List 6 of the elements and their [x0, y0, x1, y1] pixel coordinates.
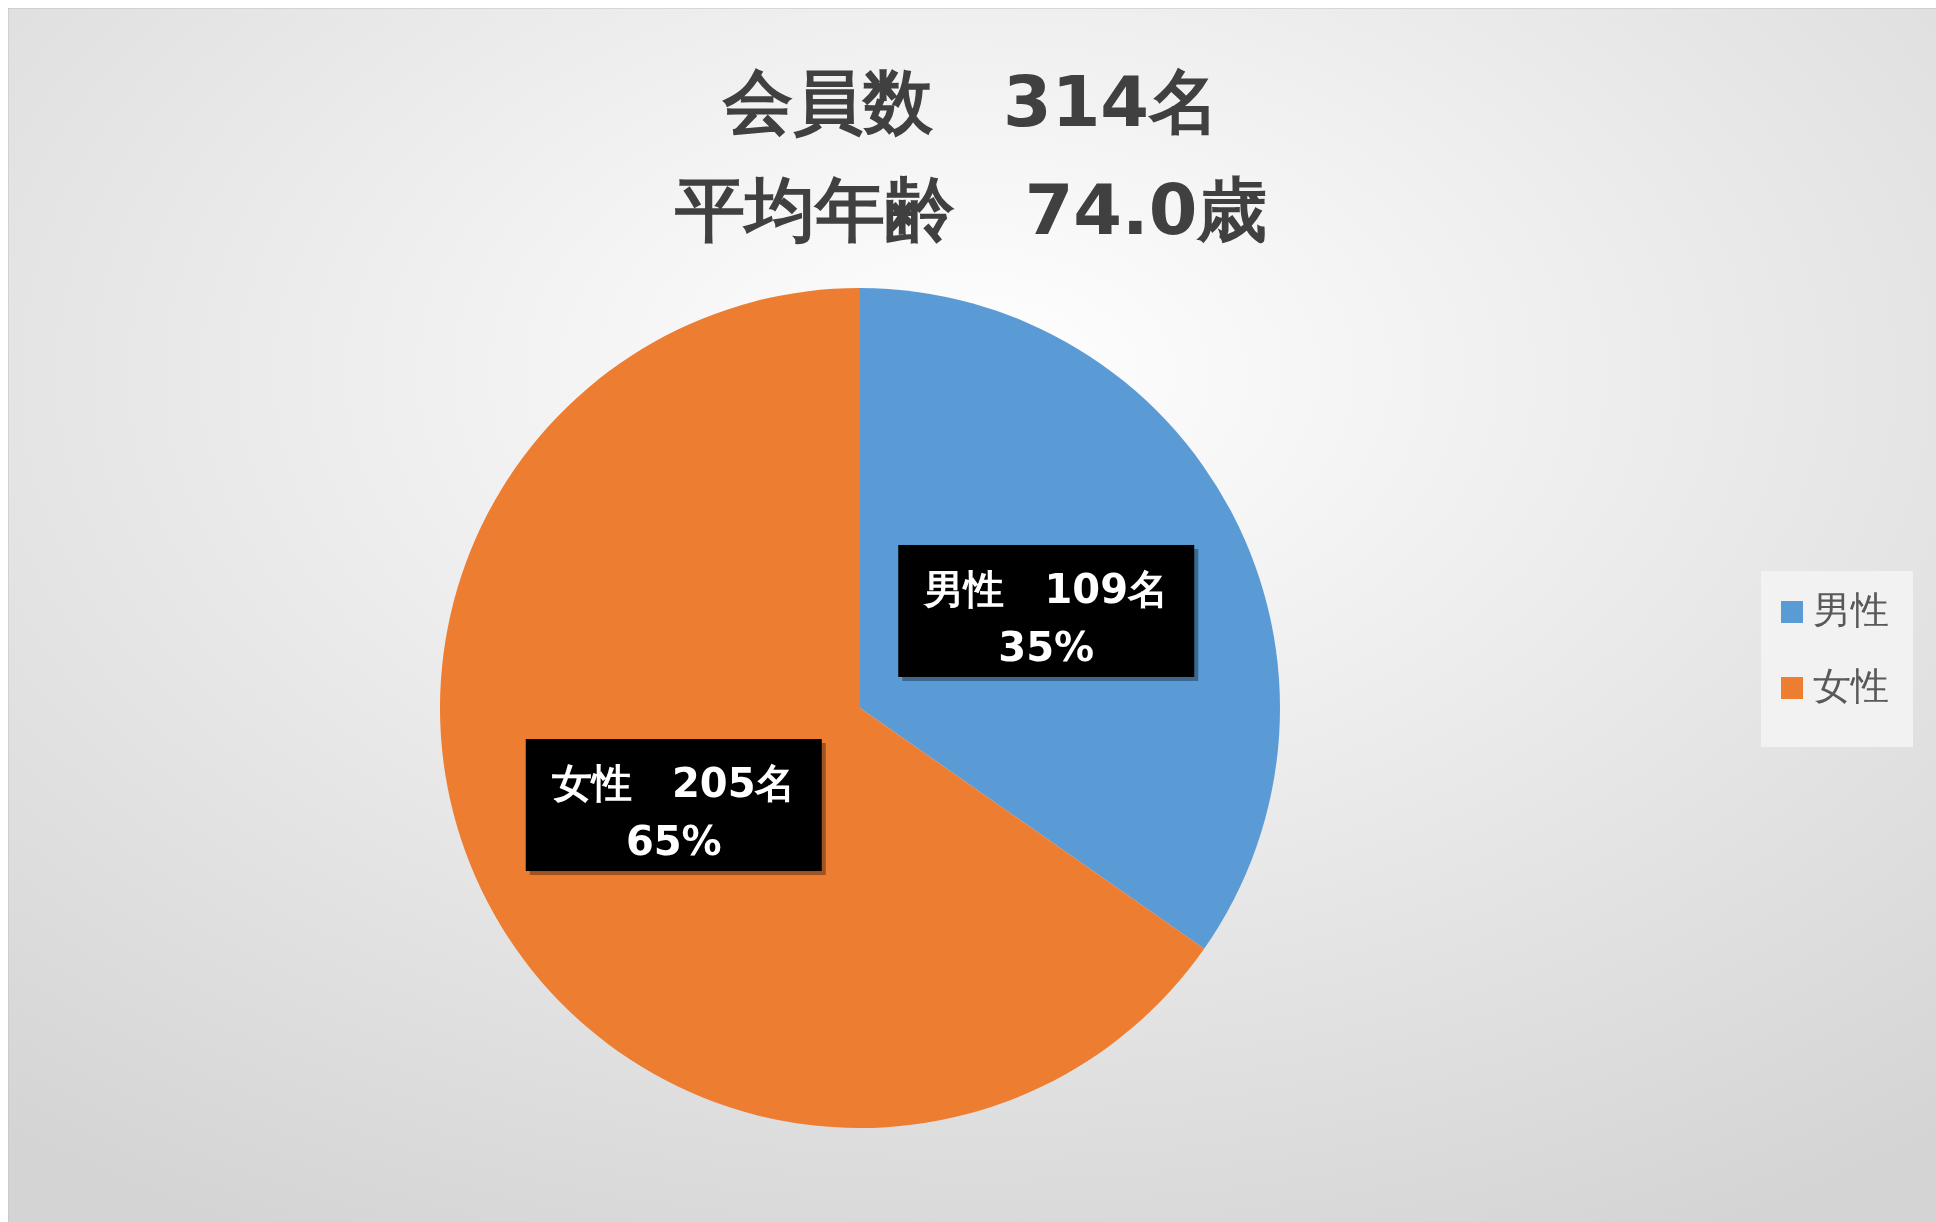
legend-label: 女性: [1813, 664, 1889, 708]
data-label: 男性 109名 35%: [923, 565, 1168, 670]
data-label: 女性 205名 65%: [552, 760, 796, 865]
chart-subtitle: 平均年齢 74.0歳: [673, 169, 1268, 251]
chart-title: 会員数 314名: [721, 61, 1220, 143]
legend-label: 男性: [1813, 588, 1889, 632]
